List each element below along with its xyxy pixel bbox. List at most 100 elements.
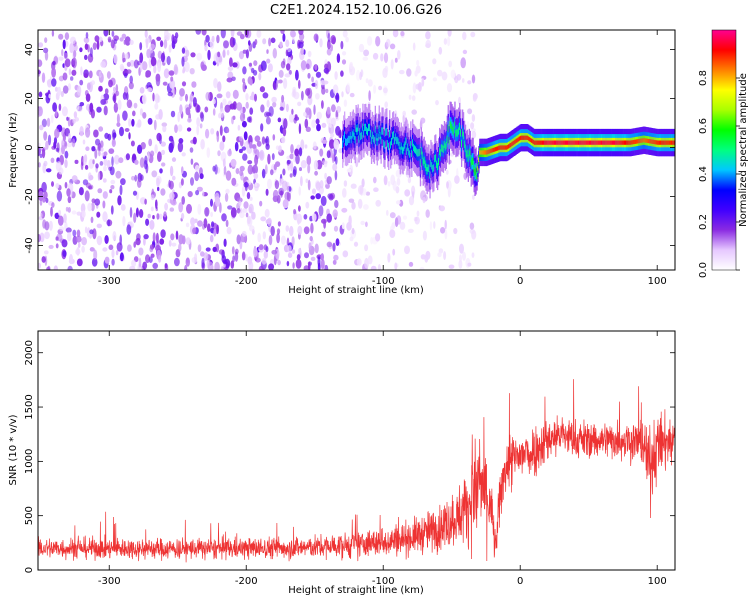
figure-title: C2E1.2024.152.10.06.G26 xyxy=(270,3,442,18)
spectrogram-ridge-cell xyxy=(527,135,529,140)
spectrogram-cell xyxy=(314,64,318,71)
spectrogram-ridge-cell xyxy=(342,140,344,148)
spectrogram-cell xyxy=(331,36,336,45)
spectrogram-cell xyxy=(420,117,426,124)
spectrogram-cell xyxy=(129,60,135,67)
spectrogram-cell xyxy=(303,112,307,117)
spectrogram-ridge-cell xyxy=(621,140,623,145)
spectrogram-cell xyxy=(290,144,294,154)
spectrogram-ridge-cell xyxy=(385,128,387,136)
spectrogram-cell xyxy=(447,36,451,47)
spectrogram-ridge-cell xyxy=(350,136,352,144)
spectrogram-cell xyxy=(243,182,249,188)
spectrogram-cell xyxy=(153,65,157,74)
spectrogram-cell xyxy=(122,215,126,227)
spectrogram-cell xyxy=(189,68,195,75)
spectrogram-cell xyxy=(89,232,92,239)
spectrogram-ridge-cell xyxy=(619,140,621,145)
spectrogram-cell xyxy=(334,116,340,121)
spectrogram-ridge-cell xyxy=(394,133,397,141)
spectrogram-cell xyxy=(258,72,262,81)
spectrogram-cell xyxy=(322,80,329,85)
spectrogram-cell xyxy=(270,225,275,237)
spectrogram-cell xyxy=(67,207,71,213)
spectrogram-ridge-cell xyxy=(522,135,524,140)
spectrogram-cell xyxy=(294,114,298,119)
spectrogram-cell xyxy=(71,69,77,76)
spectrogram-cell xyxy=(320,195,327,207)
spectrogram-ridge-cell xyxy=(476,174,478,180)
spectrogram-cell xyxy=(166,55,171,66)
spectrogram-ridge-cell xyxy=(534,140,537,145)
spectrogram-cell xyxy=(58,33,64,40)
spectrogram-cell xyxy=(298,205,301,212)
spectrogram-cell xyxy=(253,69,258,76)
spectrogram-ridge-cell xyxy=(569,140,571,145)
spectrogram-cell xyxy=(152,92,155,102)
spectrogram-ridge-cell xyxy=(494,147,496,152)
spectrogram-cell xyxy=(85,93,91,102)
spectrogram-ridge-cell xyxy=(478,157,480,162)
spectrogram-cell xyxy=(285,39,290,48)
spectrogram-cell xyxy=(155,73,161,82)
spectrogram-cell xyxy=(177,111,180,123)
spectrogram-cell xyxy=(471,74,476,84)
spectrogram-cell xyxy=(217,150,221,157)
spectrogram-cell xyxy=(57,86,61,97)
spectrogram-ridge-cell xyxy=(423,156,425,164)
colorbar-label: Normalized spectral amplitude xyxy=(738,73,749,227)
spectrogram-cell xyxy=(341,207,348,213)
spectrogram-cell xyxy=(307,72,311,79)
spectrogram-cell xyxy=(111,30,115,37)
spectrogram-ridge-cell xyxy=(363,130,365,138)
spectrogram-ridge-cell xyxy=(617,140,619,145)
spectrogram-cell xyxy=(60,90,64,98)
spectrogram-ridge-cell xyxy=(548,140,550,145)
spectrogram-ridge-cell xyxy=(542,140,544,145)
spectrogram-cell xyxy=(158,109,163,120)
spectrogram-ridge-cell xyxy=(518,136,520,142)
spectrogram-cell xyxy=(242,49,247,54)
spectrogram-ridge-cell xyxy=(564,140,566,145)
spectrogram-cell xyxy=(201,64,207,71)
spectrogram-cell xyxy=(48,220,53,231)
spectrogram-ridge-cell xyxy=(438,158,440,166)
spectrogram-ridge-cell xyxy=(520,135,522,140)
spectrogram-cell xyxy=(249,141,253,149)
spectrogram-ridge-cell xyxy=(596,140,598,145)
spectrogram-cell xyxy=(70,36,76,45)
spectrogram-ridge-cell xyxy=(348,135,351,144)
spectrogram-cell xyxy=(45,197,49,204)
spectrogram-ridge-cell xyxy=(362,123,364,131)
spectrogram-cell xyxy=(243,201,249,209)
spectrogram-cell xyxy=(373,176,377,184)
spectrogram-cell xyxy=(197,244,202,253)
spectrogram-cell xyxy=(288,186,292,192)
spectrogram-cell xyxy=(317,256,321,268)
spectrogram-cell xyxy=(328,123,332,128)
spectrogram-cell xyxy=(63,52,68,59)
spectrogram-ridge-cell xyxy=(524,135,526,140)
spectrogram-cell xyxy=(242,78,245,83)
colorbar-gradient xyxy=(711,29,737,271)
spectrogram-cell xyxy=(108,148,115,155)
spectrogram-ridge-cell xyxy=(592,140,594,145)
spectrogram-ridge-cell xyxy=(539,140,541,145)
spectrogram-cell xyxy=(59,226,65,232)
spectrogram-ridge-cell xyxy=(425,163,427,171)
spectrogram-cell xyxy=(64,150,69,159)
spectrogram-cell xyxy=(448,264,455,269)
spectrogram-cell xyxy=(213,78,218,89)
spectrogram-cell xyxy=(247,216,251,225)
spectrogram-ridge-cell xyxy=(431,162,433,170)
spectrogram-cell xyxy=(284,73,291,78)
spectrogram-ridge-cell xyxy=(412,139,414,147)
spectrogram-cell xyxy=(305,63,310,70)
spectrogram-cell xyxy=(133,212,137,223)
spectrogram-cell xyxy=(150,56,157,67)
spectrogram-cell xyxy=(82,139,86,145)
spectrogram-ridge-cell xyxy=(582,140,585,145)
spectrogram-cell xyxy=(299,167,302,172)
spectrogram-cell xyxy=(262,38,267,45)
spectrogram-cell xyxy=(169,180,174,190)
